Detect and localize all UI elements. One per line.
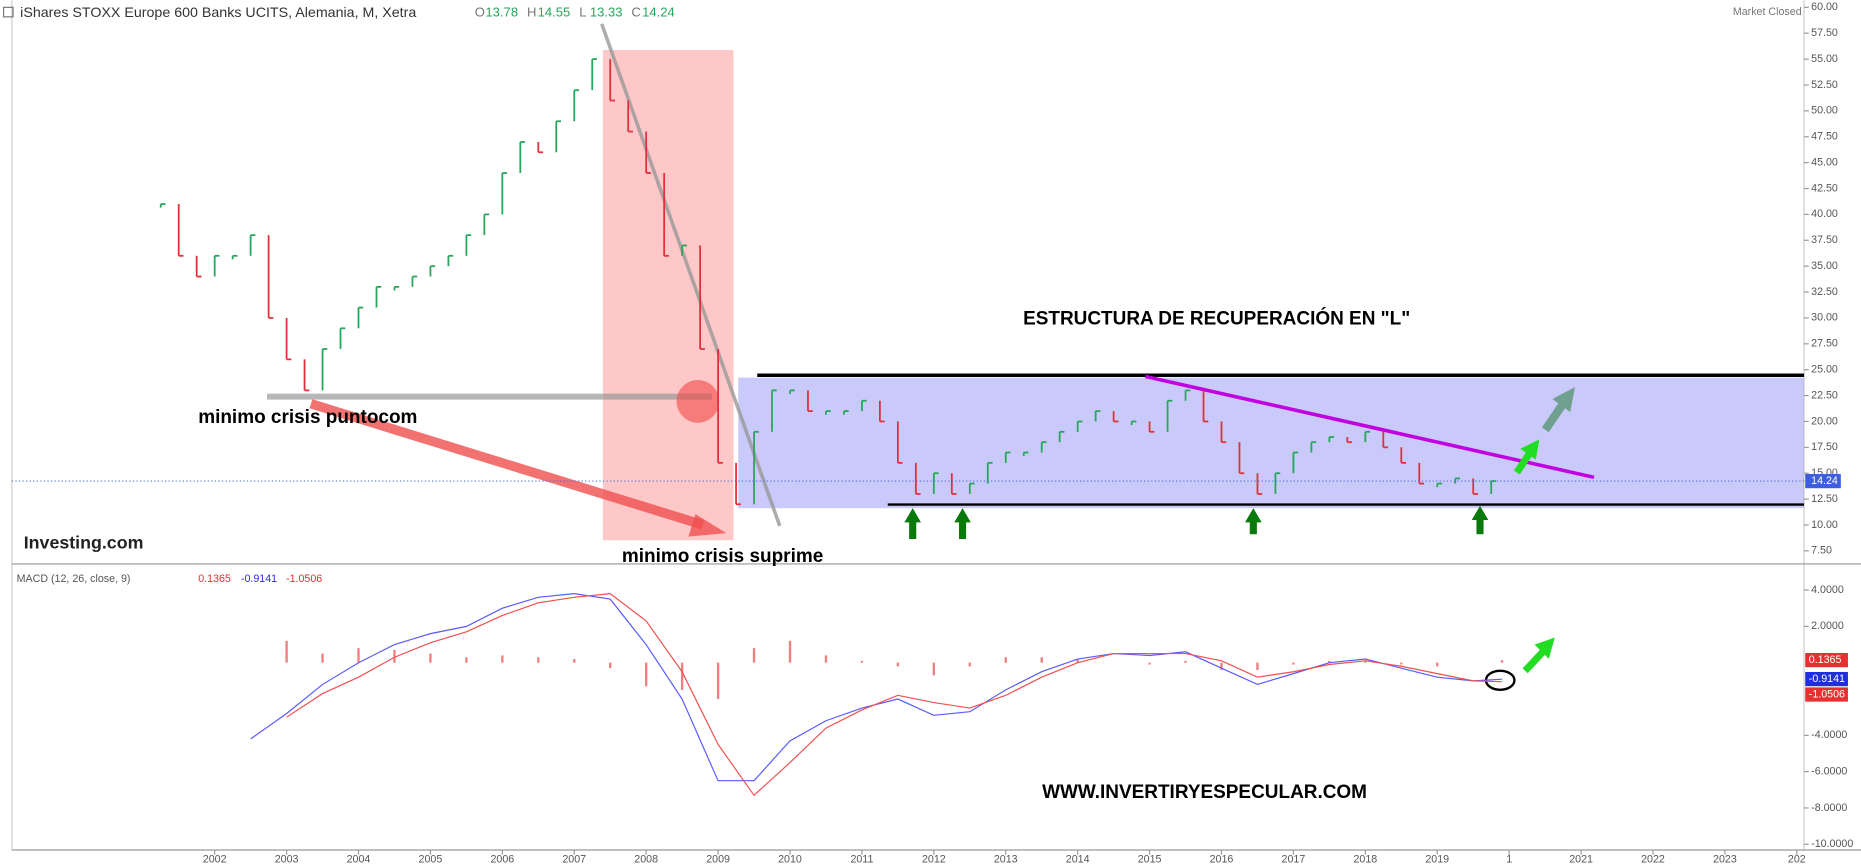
x-tick-label: 2002 [203,853,227,865]
macd-badge [1805,671,1848,687]
last-price-label: 14.24 [1811,475,1838,487]
y-tick-label: 57.50 [1811,27,1838,39]
x-tick-label: 2019 [1425,853,1449,865]
macd-badge-label: 0.1365 [1809,654,1842,666]
x-tick-label: 2021 [1569,853,1593,865]
x-tick-label: 2005 [419,853,443,865]
y-tick-label: 20.00 [1811,415,1838,427]
y-tick-label: 10.00 [1811,519,1838,531]
x-tick-label: 2010 [778,853,802,865]
x-tick-label: 2011 [850,853,873,865]
ohlc-value: 14.24 [642,5,675,20]
website-annotation: WWW.INVERTIRYESPECULAR.COM [1042,782,1367,803]
macd-y-tick-label: -10.0000 [1811,838,1853,850]
y-tick-label: 35.00 [1811,260,1838,272]
y-tick-label: 7.50 [1811,545,1832,557]
x-tick-label: 2023 [1713,853,1737,865]
x-tick-label: 2015 [1138,853,1162,865]
x-tick-label: 2018 [1353,853,1377,865]
brand-logo: Investing.com [24,532,144,552]
trend-line [600,23,782,527]
macd-y-tick-label: 2.0000 [1811,620,1844,632]
y-tick-label: 32.50 [1811,286,1838,298]
macd-badge-label: -0.9141 [1809,673,1845,685]
x-tick-label: 2014 [1066,853,1090,865]
green-up-arrows [904,505,1489,540]
chart-title: iShares STOXX Europe 600 Banks UCITS, Al… [20,5,416,21]
macd-badge [1805,652,1848,668]
y-tick-label: 17.50 [1811,441,1838,453]
structure-annotation: ESTRUCTURA DE RECUPERACIÓN EN "L" [1023,307,1410,329]
macd-value: 0.1365 [198,573,231,585]
ohlc-value: 13.33 [590,5,623,20]
y-tick-label: 12.50 [1811,493,1838,505]
x-tick-label: 1 [1506,853,1512,865]
macd-line [286,593,1502,797]
y-tick-label: 42.50 [1811,182,1838,194]
macd-badge-label: -1.0506 [1809,688,1845,700]
macd-y-tick-label: 4.0000 [1811,584,1844,596]
x-tick-label: 2013 [994,853,1018,865]
x-tick-label: 2007 [562,853,586,865]
market-status: Market Closed [1733,6,1802,18]
x-tick-label: 2008 [634,853,658,865]
macd-label: MACD (12, 26, close, 9) [17,573,131,585]
ohlc-key: C [631,5,640,20]
y-tick-label: 52.50 [1811,79,1838,91]
breakout-arrows [1513,387,1575,674]
y-tick-label: 30.00 [1811,312,1838,324]
macd-y-tick-label: -4.0000 [1811,729,1847,741]
ohlc-value: 13.78 [485,5,518,20]
macd-line [250,593,1503,782]
y-tick-label: 50.00 [1811,105,1838,117]
break-circle [676,379,720,423]
macd-value: -1.0506 [286,573,322,585]
x-tick-label: 2017 [1282,853,1306,865]
x-tick-label: 2006 [490,853,514,865]
x-tick-label: 2003 [275,853,299,865]
x-tick-label: 2022 [1641,853,1665,865]
y-tick-label: 25.00 [1811,364,1838,376]
last-price-badge [1805,473,1841,489]
y-tick-label: 22.50 [1811,389,1838,401]
x-tick-label: 202 [1788,853,1806,865]
x-tick-label: 2016 [1210,853,1234,865]
subprime-annotation: minimo crisis suprime [622,546,823,567]
dotcom-annotation: minimo crisis puntocom [198,407,417,428]
crisis-zone [602,50,734,541]
macd-value: -0.9141 [241,573,277,585]
y-tick-label: 47.50 [1811,131,1838,143]
y-tick-label: 60.00 [1811,1,1838,13]
ohlc-value: 14.55 [538,5,571,20]
ohlc-readout: O 13.78 H 14.55 L 13.33 C 14.24 [475,5,675,20]
x-tick-label: 2004 [347,853,371,865]
y-tick-label: 40.00 [1811,208,1838,220]
y-tick-label: 37.50 [1811,234,1838,246]
ohlc-key: O [475,5,485,20]
down-trend-line [1144,374,1595,480]
ohlc-key: L [579,5,586,20]
macd-y-tick-label: -8.0000 [1811,802,1847,814]
x-tick-label: 2009 [706,853,730,865]
collapse-icon[interactable] [2,6,14,18]
y-tick-label: 27.50 [1811,338,1838,350]
macd-y-tick-label: -6.0000 [1811,765,1847,777]
x-tick-label: 2012 [922,853,946,865]
macd-badge [1805,687,1848,702]
ohlc-key: H [527,5,536,20]
y-tick-label: 45.00 [1811,156,1838,168]
red-arrow [309,399,727,537]
y-tick-label: 55.00 [1811,53,1838,65]
